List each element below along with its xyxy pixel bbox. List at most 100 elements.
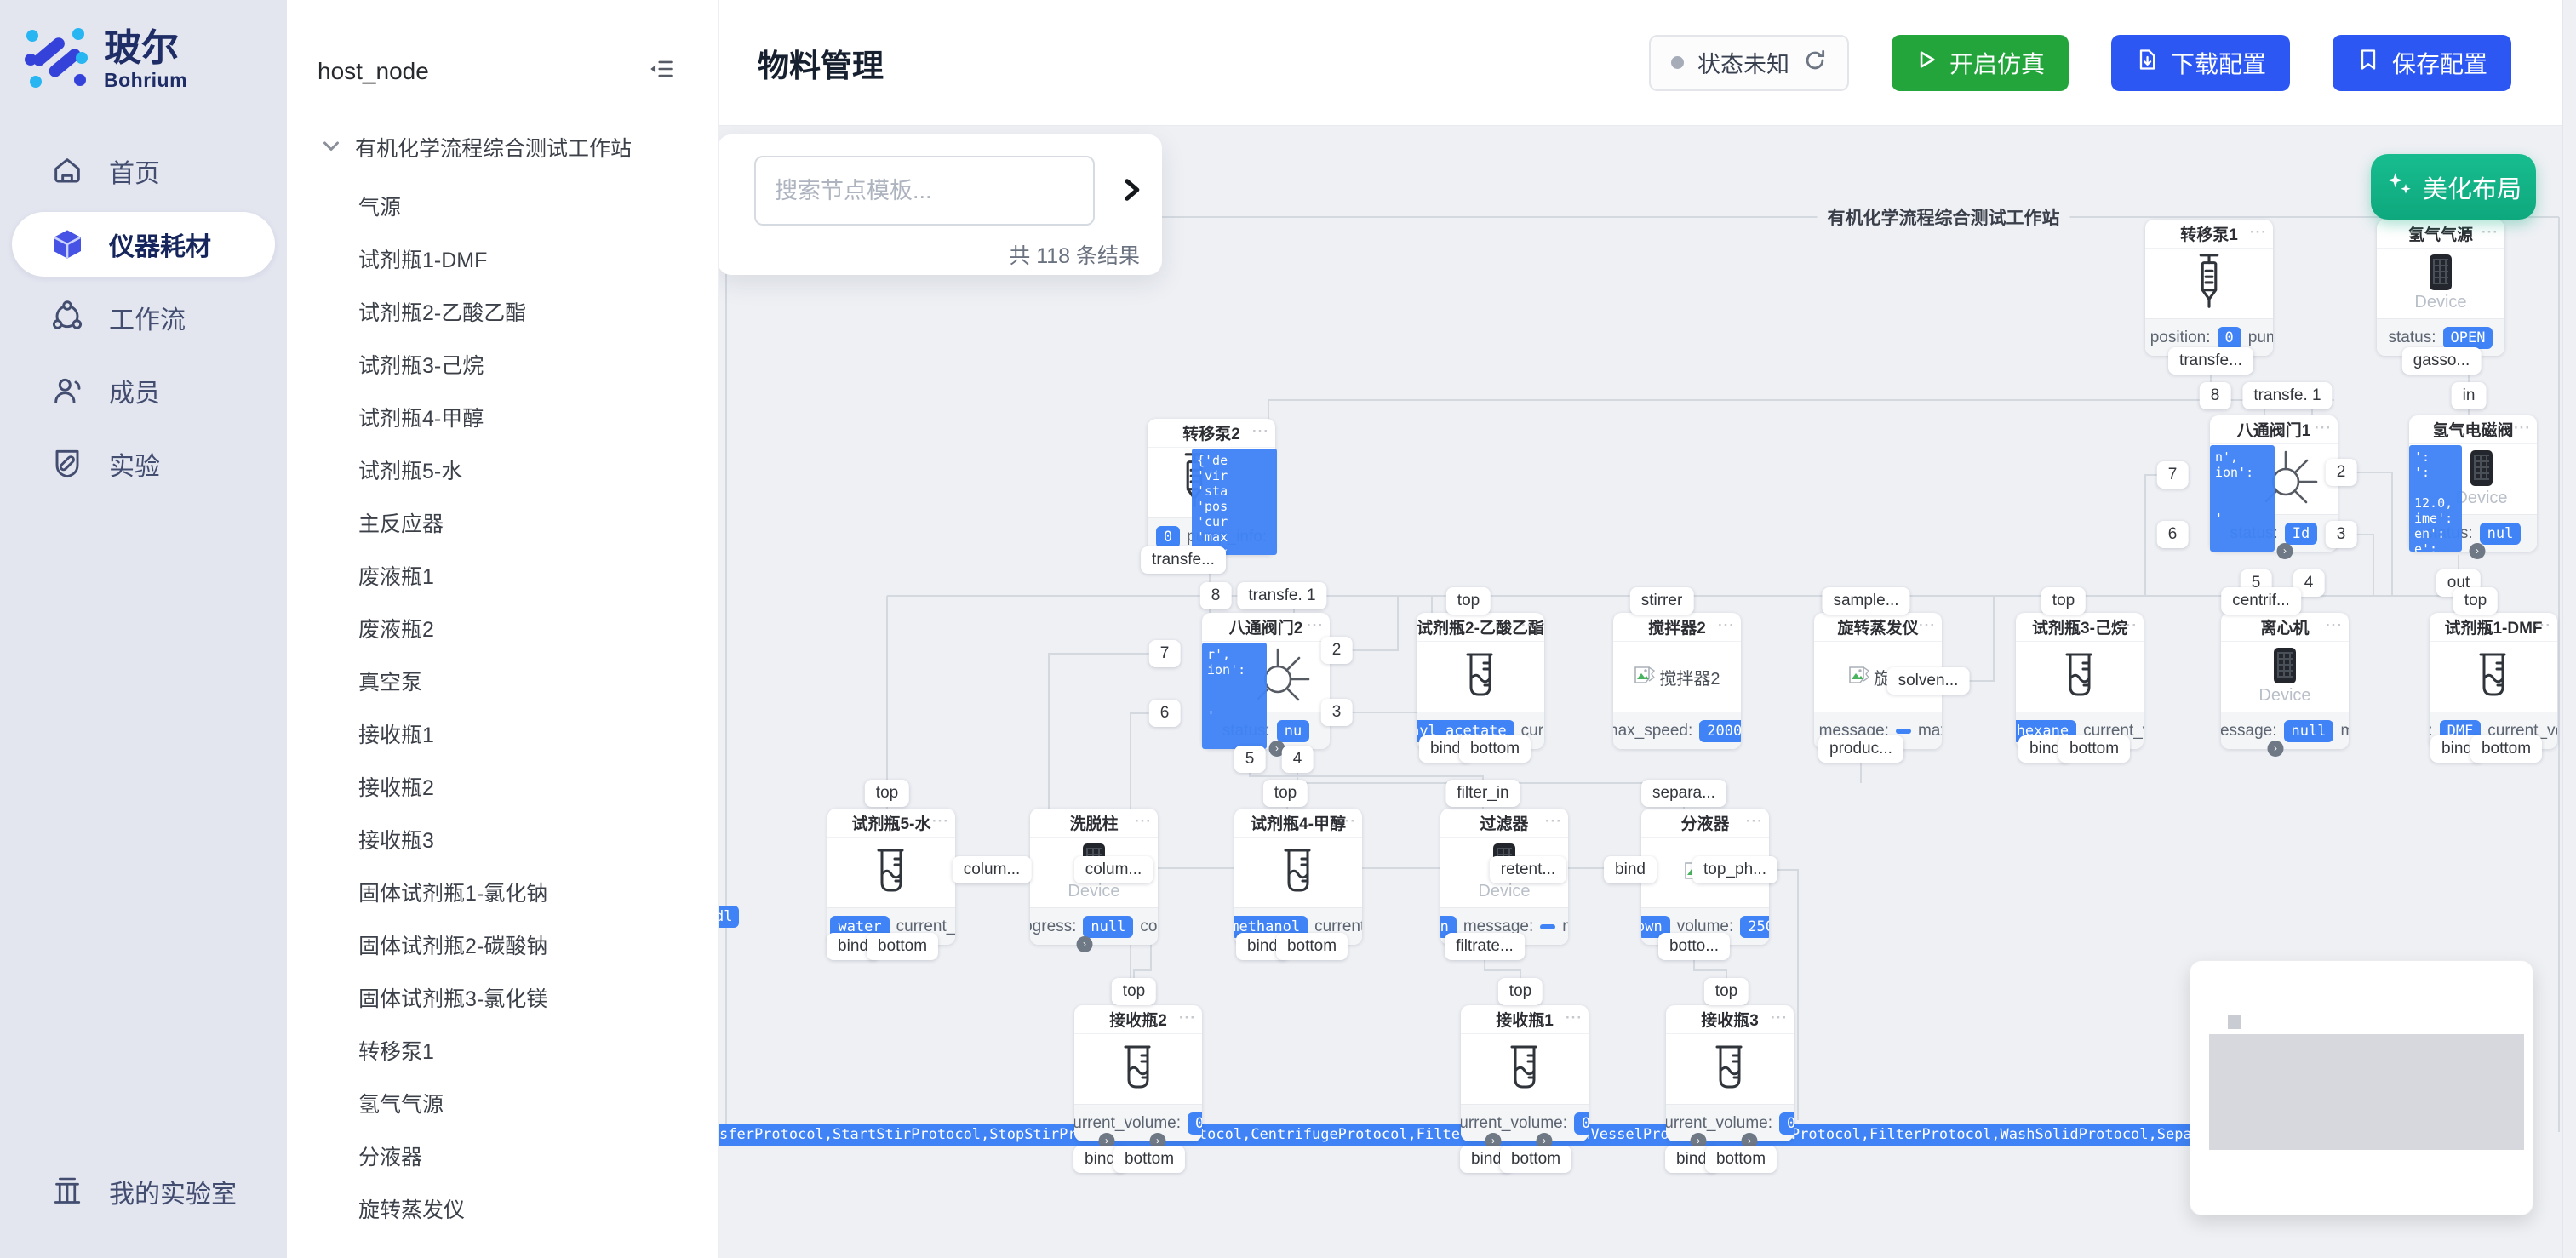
port-label[interactable]: top xyxy=(1445,587,1491,615)
node-menu-icon[interactable]: ··· xyxy=(1919,616,1936,633)
search-input[interactable] xyxy=(754,156,1095,226)
port-label[interactable]: top xyxy=(2041,587,2087,615)
param-value-badge[interactable]: 2000 xyxy=(1699,719,1741,742)
param-value-badge[interactable]: 0 xyxy=(2217,326,2241,349)
port-label[interactable]: stirrer xyxy=(1629,587,1694,615)
tree-item[interactable]: 接收瓶3 xyxy=(358,829,434,853)
port-label[interactable]: botto... xyxy=(1657,933,1731,960)
port-label[interactable]: 4 xyxy=(1281,746,1314,773)
port-handle-icon[interactable]: › xyxy=(2469,543,2486,559)
port-label[interactable]: filter_in xyxy=(1445,780,1520,807)
tree-item[interactable]: 主反应器 xyxy=(358,512,444,536)
port-label[interactable]: transfe. 1 xyxy=(1237,582,1327,609)
port-label[interactable]: 7 xyxy=(2156,461,2189,489)
node-menu-icon[interactable]: ··· xyxy=(2121,616,2138,633)
minimap[interactable] xyxy=(2190,960,2533,1215)
sidebar-item-experiment[interactable]: 实验 xyxy=(12,432,275,496)
node-menu-icon[interactable]: ··· xyxy=(2250,223,2267,240)
refresh-icon[interactable] xyxy=(1803,49,1827,77)
sidebar-item-members[interactable]: 成员 xyxy=(12,358,275,423)
graph-node-recv-2[interactable]: 接收瓶2··· current_volume: 0 › › xyxy=(1074,1005,1202,1149)
tree-item[interactable]: 气源 xyxy=(358,196,402,220)
port-label[interactable]: 6 xyxy=(2156,521,2189,548)
port-handle-icon[interactable]: › xyxy=(2276,543,2293,559)
port-label[interactable]: top xyxy=(1703,978,1749,1005)
port-label[interactable]: 8 xyxy=(2199,382,2231,409)
graph-node-transfer-pump-1[interactable]: 转移泵1···position:0pump› xyxy=(2145,220,2273,363)
port-label[interactable]: 7 xyxy=(1148,640,1181,667)
node-menu-icon[interactable]: ··· xyxy=(1252,422,1269,439)
tree-item[interactable]: 接收瓶1 xyxy=(358,723,434,747)
port-label[interactable]: separa... xyxy=(1641,780,1726,807)
port-label[interactable]: bottom xyxy=(866,933,939,960)
chevron-down-icon[interactable] xyxy=(321,135,341,160)
tree-item[interactable]: 试剂瓶5-水 xyxy=(358,460,463,483)
port-handle-icon[interactable]: › xyxy=(1485,1133,1502,1149)
graph-node-recv-1[interactable]: 接收瓶1··· current_volume: 0 › › xyxy=(1461,1005,1589,1149)
node-menu-icon[interactable]: ··· xyxy=(1545,812,1562,829)
tree-item[interactable]: 试剂瓶2-乙酸乙酯 xyxy=(358,301,527,325)
graph-node-transfer-pump-2[interactable]: 转移泵2···0pump_info:›{'de 'vir 'sta 'pos '… xyxy=(1148,419,1277,563)
tree-item[interactable]: 固体试剂瓶3-氯化镁 xyxy=(358,987,548,1011)
node-menu-icon[interactable]: ··· xyxy=(1746,812,1763,829)
port-handle-icon[interactable]: › xyxy=(1098,1133,1115,1149)
port-label[interactable]: filtrate... xyxy=(1445,933,1525,960)
status-pill[interactable]: 状态未知 xyxy=(1648,34,1849,91)
beautify-layout-button[interactable]: 美化布局 xyxy=(2371,154,2536,220)
port-label[interactable]: bottom xyxy=(2058,735,2131,763)
port-label[interactable]: 3 xyxy=(1320,699,1353,726)
port-label[interactable]: top xyxy=(2453,587,2499,615)
tree-item[interactable]: 固体试剂瓶1-氯化钠 xyxy=(358,882,548,906)
tree-item[interactable]: 试剂瓶1-DMF xyxy=(358,249,488,272)
port-label[interactable]: bottom xyxy=(1499,1146,1572,1173)
port-label[interactable]: 2 xyxy=(1320,637,1353,664)
param-value-badge[interactable]: Id xyxy=(2284,522,2318,545)
tree-item[interactable]: 废液瓶1 xyxy=(358,565,434,589)
param-value-badge[interactable]: wn xyxy=(1440,915,1457,938)
port-label[interactable]: top xyxy=(864,780,910,807)
node-menu-icon[interactable]: ··· xyxy=(1339,812,1356,829)
param-value-badge[interactable]: null xyxy=(1083,915,1134,938)
node-menu-icon[interactable]: ··· xyxy=(2482,223,2499,240)
window-scrollbar[interactable] xyxy=(2562,0,2576,1258)
graph-node-valve-2[interactable]: 八通阀门2···status:nu›r', ion': ' xyxy=(1202,613,1330,757)
port-label[interactable]: in xyxy=(2451,382,2487,409)
node-menu-icon[interactable]: ··· xyxy=(1179,1009,1196,1026)
sidebar-item-cube[interactable]: 仪器耗材 xyxy=(12,212,275,277)
port-label[interactable]: top xyxy=(1262,780,1308,807)
download-button[interactable]: 下载配置 xyxy=(2110,34,2290,91)
node-menu-icon[interactable]: ··· xyxy=(1771,1009,1788,1026)
node-menu-icon[interactable]: ··· xyxy=(932,812,949,829)
tree-root-item[interactable]: 有机化学流程综合测试工作站 xyxy=(287,86,718,163)
graph-node-recv-3[interactable]: 接收瓶3··· current_volume: 0 › › xyxy=(1666,1005,1794,1149)
tree-item[interactable]: 试剂瓶3-己烷 xyxy=(358,354,484,378)
param-value-badge[interactable]: nul xyxy=(2479,522,2522,545)
port-label[interactable]: colum... xyxy=(952,856,1032,883)
port-label[interactable]: 2 xyxy=(2325,459,2357,486)
minimap-viewport[interactable] xyxy=(2209,1034,2524,1150)
tree-item[interactable]: 接收瓶2 xyxy=(358,776,434,800)
node-menu-icon[interactable]: ··· xyxy=(2315,419,2332,436)
node-menu-icon[interactable]: ··· xyxy=(2326,616,2343,633)
tree-item[interactable]: 试剂瓶4-甲醇 xyxy=(358,407,484,431)
port-label[interactable]: solven... xyxy=(1886,667,1970,695)
port-label[interactable]: gasso... xyxy=(2401,347,2482,375)
port-handle-icon[interactable]: › xyxy=(1268,741,1285,757)
port-handle-icon[interactable]: › xyxy=(1741,1133,1758,1149)
port-handle-icon[interactable]: › xyxy=(1149,1133,1166,1149)
node-menu-icon[interactable]: ··· xyxy=(1135,812,1152,829)
port-label[interactable]: produc... xyxy=(1818,735,1903,763)
port-label[interactable]: sample... xyxy=(1822,587,1910,615)
play-button[interactable]: 开启仿真 xyxy=(1891,34,2069,91)
graph-node-bottle-4[interactable]: 试剂瓶4-甲醇···methanolcurrent_›› xyxy=(1234,809,1362,952)
collapse-panel-icon[interactable] xyxy=(649,56,674,86)
save-button[interactable]: 保存配置 xyxy=(2332,34,2511,91)
param-value-badge[interactable]: OPEN xyxy=(2442,326,2493,349)
tree-item[interactable]: 氢气气源 xyxy=(358,1093,444,1117)
param-value-badge[interactable]: 0 xyxy=(1574,1112,1589,1135)
sidebar-item-workflow[interactable]: 工作流 xyxy=(12,285,275,350)
port-label[interactable]: transfe... xyxy=(2168,347,2253,375)
port-label[interactable]: bottom xyxy=(1704,1146,1777,1173)
